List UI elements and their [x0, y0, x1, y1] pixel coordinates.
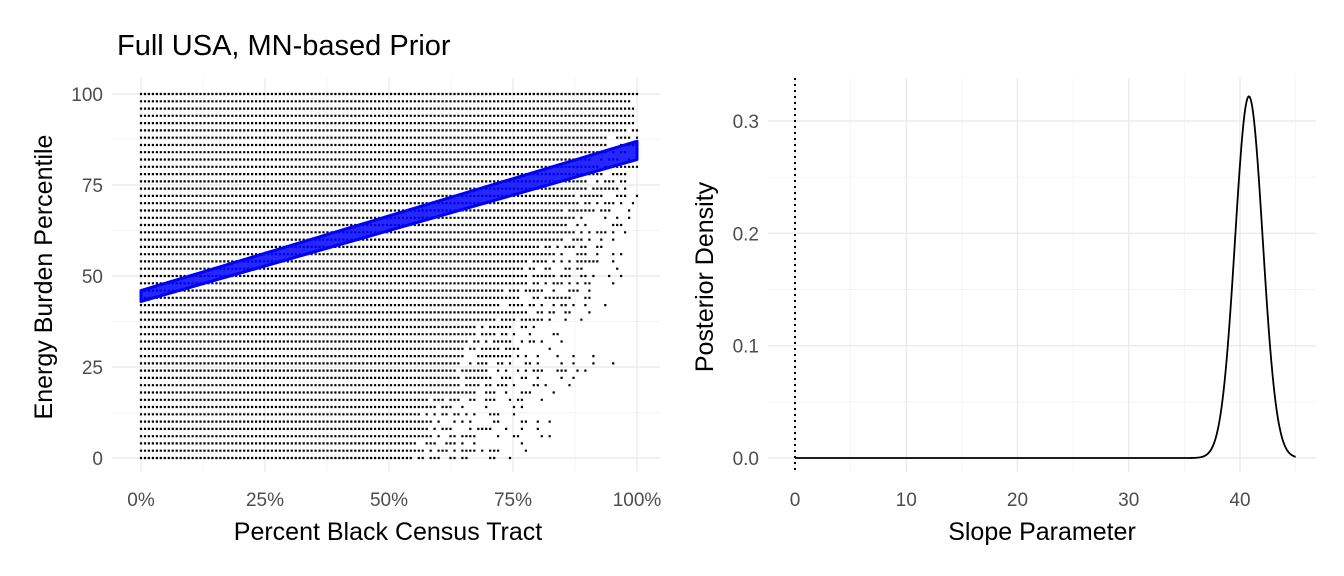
- y-tick-label: 50: [82, 267, 103, 288]
- scatter-point-cloud: [139, 92, 639, 460]
- x-axis-label: Percent Black Census Tract: [234, 518, 543, 546]
- y-tick-label: 75: [82, 176, 103, 197]
- y-tick-label: 0.1: [733, 337, 759, 358]
- x-tick-label: 0: [790, 490, 801, 511]
- y-tick-label: 0.3: [733, 112, 759, 133]
- x-tick-label: 20: [1007, 490, 1028, 511]
- x-tick-label: 100%: [613, 490, 662, 511]
- regression-band: [139, 139, 639, 303]
- x-tick-label: 40: [1229, 490, 1250, 511]
- x-tick-label: 0%: [127, 490, 155, 511]
- x-tick-label: 30: [1118, 490, 1139, 511]
- chart-title: Full USA, MN-based Prior: [117, 30, 451, 62]
- y-tick-label: 0.2: [733, 224, 759, 245]
- x-tick-label: 50%: [370, 490, 408, 511]
- density-gridlines: [768, 78, 1316, 472]
- x-tick-label: 25%: [246, 490, 284, 511]
- regression-band-area: [139, 139, 639, 303]
- density-curve: [795, 95, 1296, 459]
- y-axis-label: Energy Burden Percentile: [30, 135, 58, 420]
- y-tick-label: 0: [92, 449, 103, 470]
- x-tick-labels: 0% 25% 50% 75% 100%: [127, 490, 661, 511]
- y-tick-labels: 0.0 0.1 0.2 0.3: [733, 112, 759, 470]
- density-panel: 0 10 20 30 40 0.0 0.1 0.2 0.3 Slope Parameter P…: [691, 78, 1316, 546]
- x-axis-label: Slope Parameter: [948, 518, 1136, 546]
- y-tick-label: 0.0: [733, 449, 759, 470]
- x-tick-label: 10: [896, 490, 917, 511]
- y-axis-label: Posterior Density: [691, 181, 719, 372]
- x-tick-labels: 0 10 20 30 40: [790, 490, 1251, 511]
- y-tick-label: 25: [82, 358, 103, 379]
- y-tick-labels: 0 25 50 75 100: [71, 85, 103, 470]
- scatter-panel: Full USA, MN-based Prior 0% 25% 50% 75% 100%…: [30, 30, 661, 546]
- y-tick-label: 100: [71, 85, 103, 106]
- x-tick-label: 75%: [494, 490, 532, 511]
- scatter-points: [139, 92, 639, 460]
